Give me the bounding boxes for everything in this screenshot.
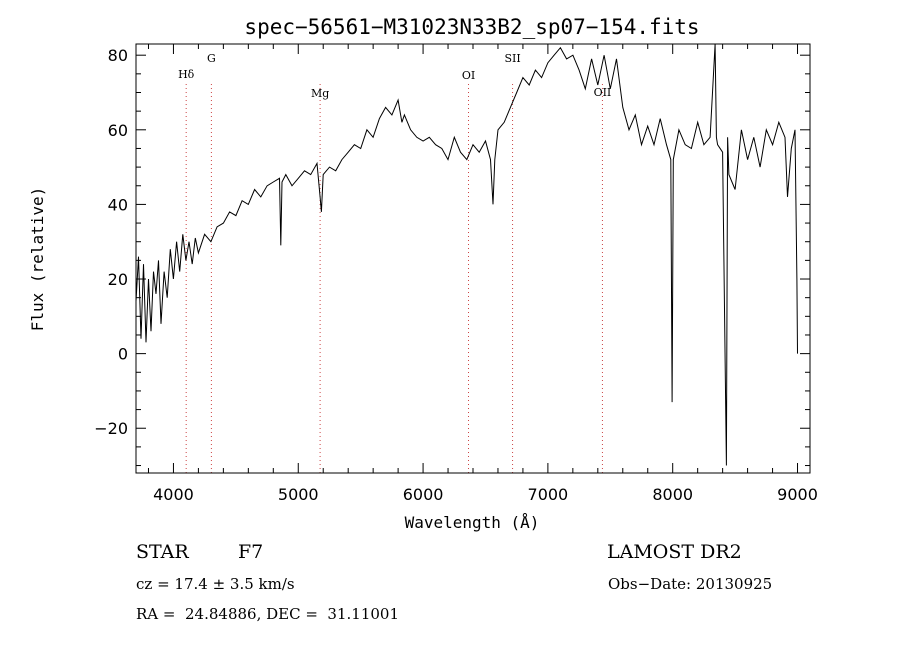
object-subclass: F7 bbox=[238, 541, 264, 563]
x-axis: 4000 5000 6000 7000 8000 9000 bbox=[147, 44, 818, 504]
marker-label-4: SII bbox=[504, 52, 520, 65]
object-class: STAR bbox=[136, 541, 189, 563]
y-tick-label-1: 0 bbox=[118, 345, 128, 364]
spectrum-line bbox=[135, 43, 798, 466]
x-tick-label-4: 8000 bbox=[652, 485, 693, 504]
marker-label-3: OI bbox=[462, 69, 475, 82]
x-tick-label-5: 9000 bbox=[777, 485, 818, 504]
x-tick-label-0: 4000 bbox=[153, 485, 194, 504]
x-axis-label: Wavelength (Å) bbox=[405, 513, 540, 532]
plot-frame bbox=[135, 43, 811, 474]
coordinates: RA = 24.84886, DEC = 31.11001 bbox=[136, 605, 400, 623]
x-tick-label-2: 6000 bbox=[403, 485, 444, 504]
y-axis: −20 0 20 40 60 80 bbox=[94, 46, 810, 467]
y-axis-label: Flux (relative) bbox=[28, 187, 47, 332]
marker-label-1: G bbox=[207, 52, 216, 65]
y-tick-label-3: 40 bbox=[108, 195, 128, 214]
y-tick-label-4: 60 bbox=[108, 121, 128, 140]
observation-date: Obs−Date: 20130925 bbox=[608, 575, 773, 593]
marker-label-2: Mg bbox=[311, 87, 329, 100]
chart-title: spec−56561−M31023N33B2_sp07−154.fits bbox=[244, 15, 699, 39]
x-tick-label-1: 5000 bbox=[278, 485, 319, 504]
y-tick-label-2: 20 bbox=[108, 270, 128, 289]
redshift-cz: cz = 17.4 ± 3.5 km/s bbox=[136, 575, 295, 593]
marker-label-5: OII bbox=[594, 86, 612, 99]
survey-name: LAMOST DR2 bbox=[607, 541, 742, 563]
y-tick-label-0: −20 bbox=[94, 419, 128, 438]
x-tick-label-3: 7000 bbox=[528, 485, 569, 504]
marker-label-0: Hδ bbox=[178, 68, 195, 81]
marker-lines: Hδ G Mg OI SII OII bbox=[178, 52, 611, 473]
y-tick-label-5: 80 bbox=[108, 46, 128, 65]
